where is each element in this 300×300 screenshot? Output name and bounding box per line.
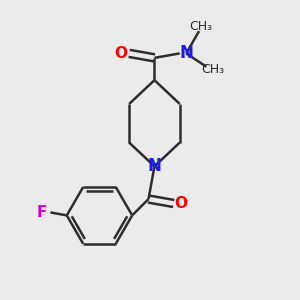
Text: F: F bbox=[36, 205, 47, 220]
Text: O: O bbox=[114, 46, 128, 61]
Text: N: N bbox=[179, 44, 193, 62]
Text: N: N bbox=[148, 157, 161, 175]
Text: O: O bbox=[175, 196, 188, 211]
Text: CH₃: CH₃ bbox=[201, 63, 225, 76]
Text: CH₃: CH₃ bbox=[189, 20, 212, 33]
